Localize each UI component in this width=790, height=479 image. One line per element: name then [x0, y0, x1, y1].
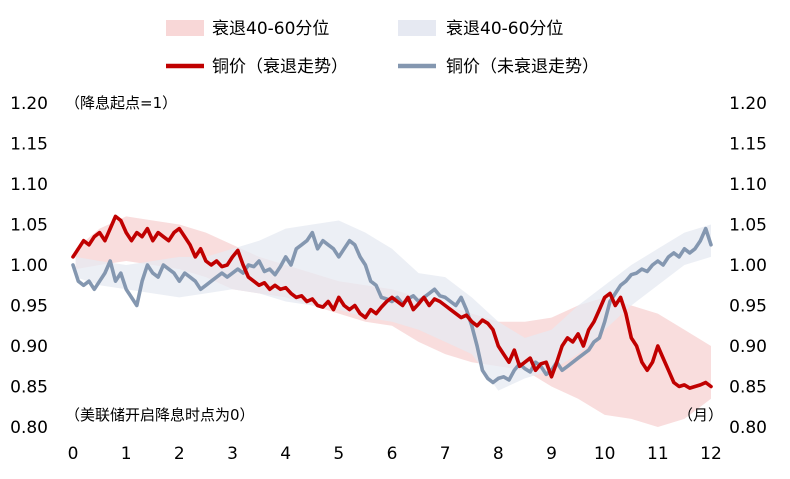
y-tick-label-right: 0.95 — [729, 297, 767, 317]
y-tick-label-left: 1.10 — [10, 175, 48, 195]
y-tick-label-right: 1.00 — [729, 256, 767, 276]
y-axis-right: 0.80 0.85 0.90 0.95 1.00 1.05 1.10 1.15 1.20 — [729, 94, 767, 438]
x-tick-label: 5 — [333, 444, 344, 464]
y-tick-label-right: 1.10 — [729, 175, 767, 195]
series — [71, 214, 713, 390]
legend-label-band-recession: 衰退40-60分位 — [212, 19, 329, 39]
annotation-bottom-right: （月） — [678, 406, 723, 424]
y-tick-label-right: 0.80 — [729, 418, 767, 438]
legend-label-line-non-recession: 铜价（未衰退走势） — [446, 57, 599, 77]
band-non-recession — [75, 220, 711, 391]
y-tick-label-left: 0.90 — [10, 337, 48, 357]
y-tick-label-right: 1.20 — [729, 94, 767, 114]
x-tick-label: 12 — [700, 444, 722, 464]
y-tick-label-right: 0.90 — [729, 337, 767, 357]
series-line-non-recession — [71, 226, 713, 385]
x-tick-label: 1 — [121, 444, 132, 464]
x-tick-label: 8 — [493, 444, 504, 464]
y-tick-label-left: 1.20 — [10, 94, 48, 114]
annotation-top-left: （降息起点=1） — [65, 94, 177, 112]
y-tick-label-left: 0.80 — [10, 418, 48, 438]
series-line-recession — [71, 214, 713, 390]
x-tick-label: 7 — [440, 444, 451, 464]
y-tick-label-left: 1.00 — [10, 256, 48, 276]
x-tick-label: 10 — [594, 444, 616, 464]
y-tick-label-right: 1.05 — [729, 216, 767, 236]
y-tick-label-left: 1.05 — [10, 216, 48, 236]
x-tick-label: 9 — [546, 444, 557, 464]
legend-label-line-recession: 铜价（衰退走势） — [212, 57, 348, 77]
y-axis-left: 0.80 0.85 0.90 0.95 1.00 1.05 1.10 1.15 1.20 — [10, 94, 48, 438]
legend-label-band-non-recession: 衰退40-60分位 — [446, 19, 563, 39]
x-tick-label: 4 — [280, 444, 291, 464]
x-tick-label: 3 — [227, 444, 238, 464]
legend-swatch-band-non-recession — [398, 20, 436, 36]
legend: 衰退40-60分位 衰退40-60分位 铜价（衰退走势） 铜价（未衰退走势） — [166, 19, 599, 77]
x-axis: 0 1 2 3 4 5 6 7 8 9 10 11 12 — [68, 444, 722, 464]
x-tick-label: 2 — [174, 444, 185, 464]
x-tick-label: 6 — [387, 444, 398, 464]
legend-swatch-band-recession — [166, 20, 204, 36]
x-tick-label: 11 — [647, 444, 669, 464]
y-tick-label-left: 0.85 — [10, 378, 48, 398]
x-tick-label: 0 — [68, 444, 79, 464]
y-tick-label-left: 1.15 — [10, 135, 48, 155]
y-tick-label-right: 0.85 — [729, 378, 767, 398]
bands — [75, 216, 711, 427]
y-tick-label-right: 1.15 — [729, 135, 767, 155]
annotation-bottom-left: （美联储开启降息时点为0） — [65, 406, 255, 424]
y-tick-label-left: 0.95 — [10, 297, 48, 317]
